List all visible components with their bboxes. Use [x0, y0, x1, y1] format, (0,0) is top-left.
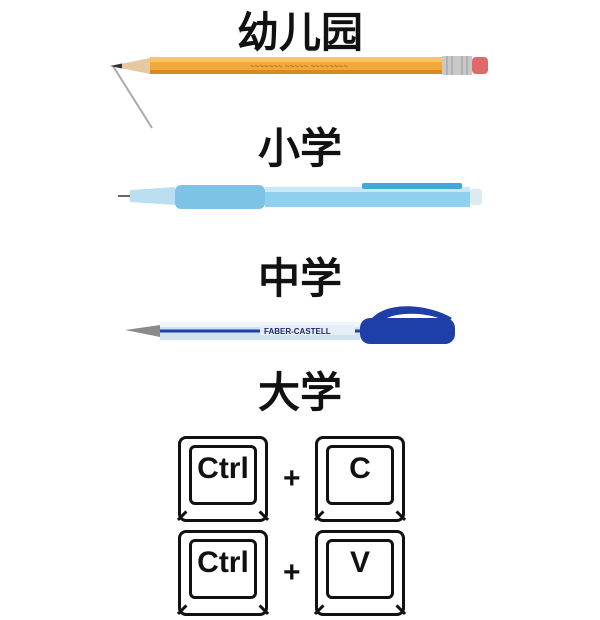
c-key-label: C: [349, 452, 371, 485]
svg-text:FABER-CASTELL: FABER-CASTELL: [264, 327, 331, 336]
ballpoint-pen-icon: FABER-CASTELL: [125, 306, 455, 344]
heading-primary-school: 小学: [257, 124, 342, 173]
v-key-label: V: [349, 546, 370, 579]
ctrl-key-label: Ctrl: [197, 452, 249, 485]
v-key: V: [313, 530, 407, 616]
plus-sign: +: [283, 462, 301, 495]
heading-university: 大学: [257, 368, 342, 417]
pencil-icon: ~~~~~~~ ~~~~~ ~~~~~~~~: [110, 56, 488, 129]
copy-shortcut: Ctrl + C: [0, 436, 600, 526]
heading-middle-school: 中学: [257, 254, 342, 303]
ctrl-key: Ctrl: [176, 436, 270, 522]
mechanical-pencil-icon: [118, 183, 482, 209]
plus-sign: +: [283, 556, 301, 589]
svg-text:~~~~~~~ ~~~~~ ~~~~~~~~: ~~~~~~~ ~~~~~ ~~~~~~~~: [250, 62, 348, 71]
c-key: C: [313, 436, 407, 522]
heading-kindergarten: 幼儿园: [236, 8, 363, 57]
ctrl-key-label: Ctrl: [197, 546, 249, 579]
ctrl-key: Ctrl: [176, 530, 270, 616]
paste-shortcut: Ctrl + V: [0, 530, 600, 620]
writing-tools-illustration: ~~~~~~~ ~~~~~ ~~~~~~~~ FABER-CASTELL: [110, 56, 488, 344]
